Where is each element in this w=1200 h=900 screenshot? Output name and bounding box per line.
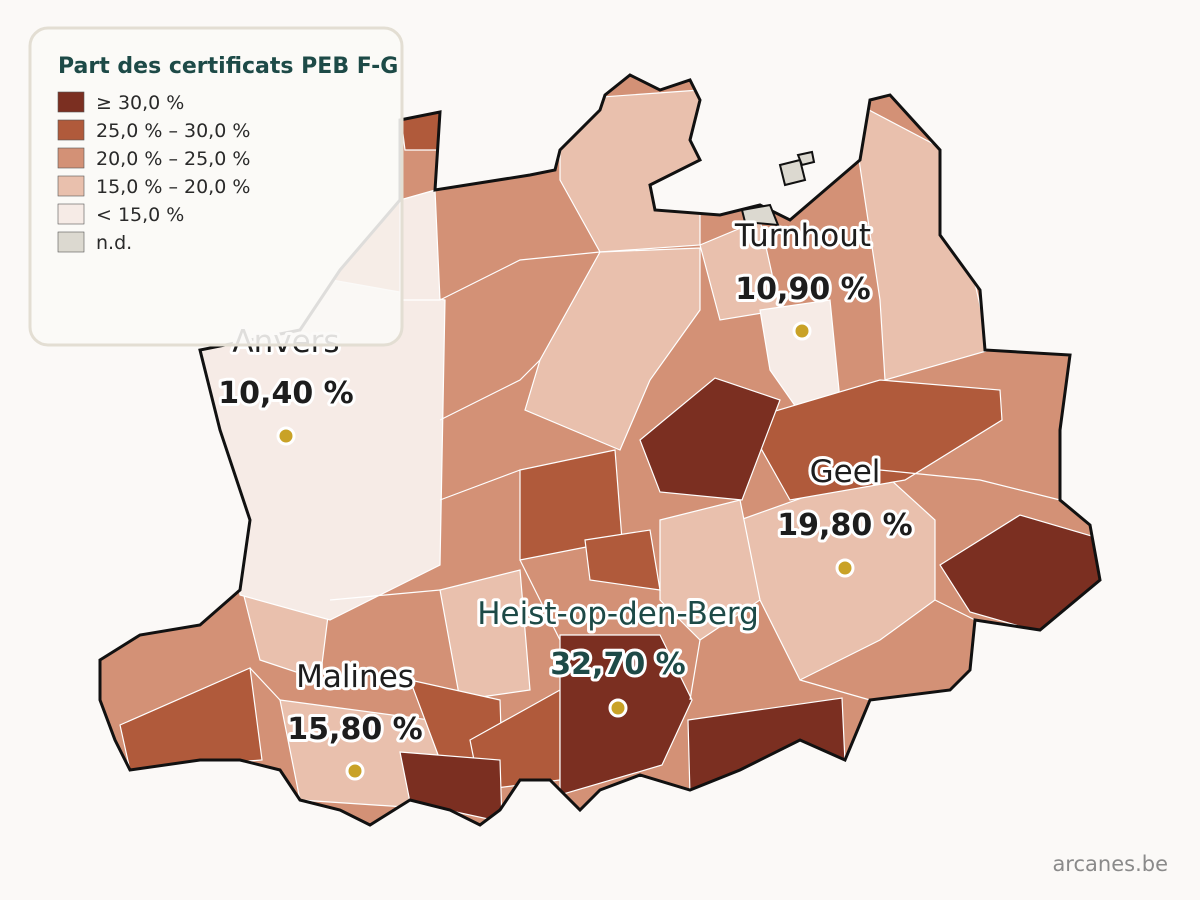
legend-items: ≥ 30,0 % 25,0 % – 30,0 % 20,0 % – 25,0 % 15…	[57, 91, 250, 254]
legend-label: 20,0 % – 25,0 %	[96, 148, 250, 170]
city-name: Malines	[296, 659, 414, 695]
legend-swatch	[57, 119, 85, 141]
legend-label: n.d.	[96, 232, 132, 254]
legend: Part des certificats PEB F-G ≥ 30,0 % 25,…	[28, 26, 404, 347]
legend-swatch	[57, 203, 85, 225]
city-name: Heist-op-den-Berg	[477, 596, 759, 632]
nd-area	[796, 150, 816, 167]
city-value: 10,90 %	[735, 272, 870, 307]
regions-ge-30	[399, 377, 1100, 823]
city-name: Turnhout	[734, 218, 871, 254]
legend-swatch	[57, 147, 85, 169]
borders	[249, 251, 1061, 701]
legend-label: ≥ 30,0 %	[96, 92, 184, 114]
city-marker	[276, 426, 296, 446]
city-marker	[792, 321, 812, 341]
legend-label: 25,0 % – 30,0 %	[96, 120, 250, 142]
credit: arcanes.be	[1052, 852, 1168, 876]
legend-label: < 15,0 %	[96, 204, 184, 226]
legend-title: Part des certificats PEB F-G	[58, 54, 398, 79]
city-value: 32,70 %	[550, 647, 685, 682]
city-value: 15,80 %	[287, 712, 422, 747]
nd-area	[778, 158, 807, 187]
regions-25-30	[119, 109, 1003, 791]
city-markers	[276, 321, 855, 781]
legend-swatch	[57, 175, 85, 197]
city-marker	[835, 558, 855, 578]
legend-box	[28, 26, 404, 347]
legend-swatch	[57, 231, 85, 253]
nd-area	[740, 203, 780, 227]
legend-label: 15,0 % – 20,0 %	[96, 176, 250, 198]
city-value: 19,80 %	[777, 508, 912, 543]
city-marker	[608, 698, 628, 718]
legend-swatch	[57, 91, 85, 113]
city-marker	[345, 761, 365, 781]
city-name: Geel	[810, 454, 881, 490]
regions-15-20	[239, 89, 991, 811]
city-value: 10,40 %	[218, 376, 353, 411]
